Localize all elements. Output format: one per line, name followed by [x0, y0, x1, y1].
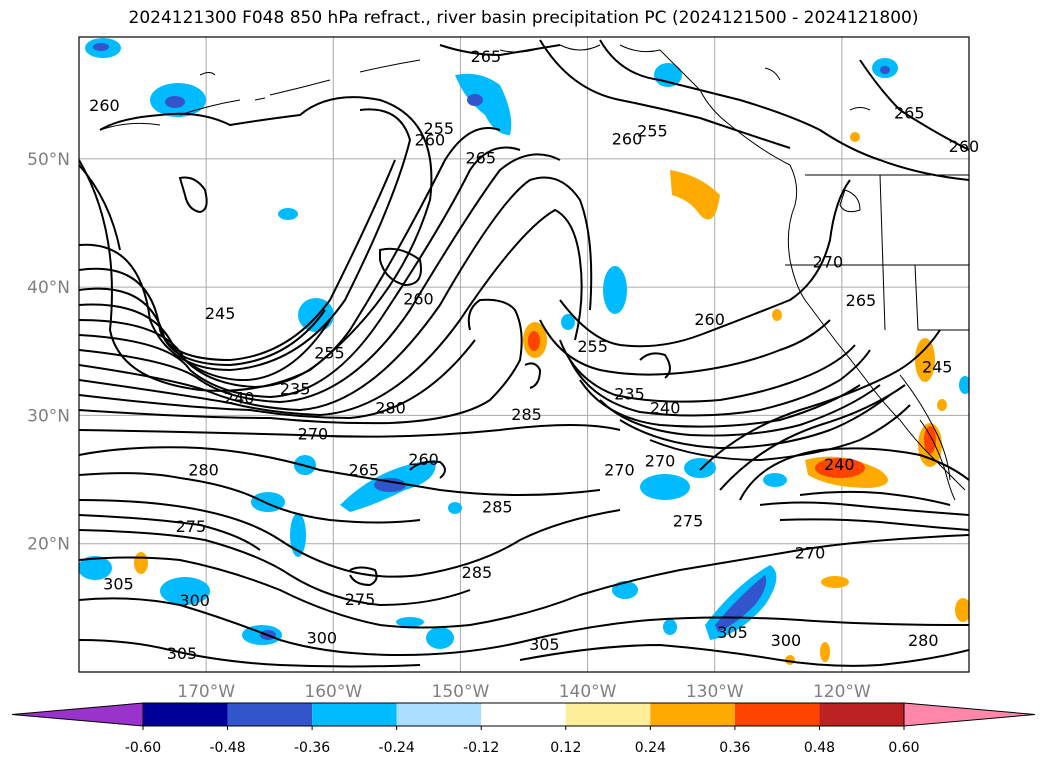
colorbar-tick-label: -0.36: [294, 740, 330, 756]
contour-label: 300: [771, 631, 802, 650]
contour-label: 270: [645, 451, 676, 470]
contour-label: 265: [846, 291, 877, 310]
contour-label: 270: [298, 424, 329, 443]
contour-label: 305: [167, 644, 198, 663]
colorbar-extend-low: [11, 702, 144, 727]
contour-label: 260: [403, 290, 434, 309]
colorbar-tick-label: -0.60: [125, 740, 161, 756]
colorbar-segment: [565, 703, 651, 726]
contour-label: 275: [176, 517, 207, 536]
colorbar-extend-high: [903, 702, 1036, 727]
contour-label: 270: [795, 544, 826, 563]
contour-label: 260: [949, 137, 980, 156]
contour-label: 270: [813, 252, 844, 271]
lon-tick-label: 120°W: [813, 682, 871, 702]
lat-tick-label: 40°N: [27, 278, 70, 298]
colorbar-tick-label: 0.60: [888, 740, 919, 756]
colorbar-outline: [142, 702, 905, 727]
colorbar-tick-label: 0.36: [719, 740, 750, 756]
colorbar-tick-label: 0.48: [804, 740, 835, 756]
colorbar-tick-label: -0.48: [209, 740, 245, 756]
colorbar-tick-label: 0.12: [550, 740, 581, 756]
lat-tick-label: 30°N: [27, 406, 70, 426]
colorbar-tick-label: -0.24: [379, 740, 415, 756]
contour-label: 255: [637, 122, 668, 141]
colorbar-segment: [312, 703, 397, 726]
contour-label: 265: [894, 104, 925, 123]
contour-label: 235: [280, 379, 311, 398]
colorbar-segment: [734, 703, 820, 726]
contour-label: 305: [103, 574, 134, 593]
contour-label: 265: [349, 460, 380, 479]
contour-label: 235: [614, 385, 645, 404]
contour-label: 275: [673, 512, 704, 531]
contour-label: 275: [345, 590, 376, 609]
contour-label: 300: [307, 628, 338, 647]
contour-label: 285: [462, 563, 493, 582]
contour-label: 270: [604, 460, 635, 479]
contour-label: 280: [908, 631, 939, 650]
contour-label: 280: [375, 399, 406, 418]
contour-label: 260: [694, 310, 725, 329]
colorbar: -0.60 -0.48 -0.36 -0.24 -0.12 0.12 0.24 0.36 0.4…: [11, 702, 1036, 756]
precip-shading: [79, 38, 969, 665]
contour-label: 305: [717, 623, 748, 642]
contour-label: 285: [482, 498, 513, 517]
contour-label: 260: [612, 129, 643, 148]
contour-label: 280: [188, 460, 219, 479]
lon-tick-label: 130°W: [686, 682, 744, 702]
map-panel: [78, 36, 970, 673]
colorbar-tick-label: -0.12: [463, 740, 499, 756]
lon-tick-label: 160°W: [304, 682, 362, 702]
lon-tick-label: 140°W: [559, 682, 617, 702]
lon-tick-label: 150°W: [432, 682, 490, 702]
contour-label: 255: [314, 344, 345, 363]
colorbar-segment: [650, 703, 735, 726]
contour-label: 300: [179, 591, 210, 610]
contour-label: 260: [415, 131, 446, 150]
contour-label: 245: [205, 304, 236, 323]
colorbar-segment: [143, 703, 228, 726]
colorbar-segment: [481, 703, 566, 726]
refractivity-contours: [79, 39, 969, 668]
contour-label: 255: [424, 119, 455, 138]
map-title: 2024121300 F048 850 hPa refract., river …: [128, 8, 919, 28]
contour-label: 265: [471, 47, 502, 66]
contour-label: 305: [529, 635, 560, 654]
colorbar-tick-label: 0.24: [635, 740, 666, 756]
contour-label: 265: [465, 149, 496, 168]
contour-label: 245: [922, 358, 953, 377]
contour-label: 255: [577, 337, 608, 356]
contour-label: 240: [824, 455, 855, 474]
colorbar-segment: [819, 703, 904, 726]
contour-label: 240: [650, 399, 681, 418]
lat-tick-label: 50°N: [27, 150, 70, 170]
contour-label: 260: [408, 450, 439, 469]
lat-tick-label: 20°N: [27, 535, 70, 555]
contour-label: 285: [511, 405, 542, 424]
contour-label: 260: [89, 96, 120, 115]
lon-tick-label: 170°W: [177, 682, 235, 702]
latitude-axis: 50°N 40°N 30°N 20°N: [27, 150, 70, 555]
contour-label: 240: [224, 388, 255, 407]
colorbar-segment: [396, 703, 482, 726]
longitude-axis: 170°W 160°W 150°W 140°W 130°W 120°W: [177, 682, 871, 702]
colorbar-segment: [227, 703, 313, 726]
